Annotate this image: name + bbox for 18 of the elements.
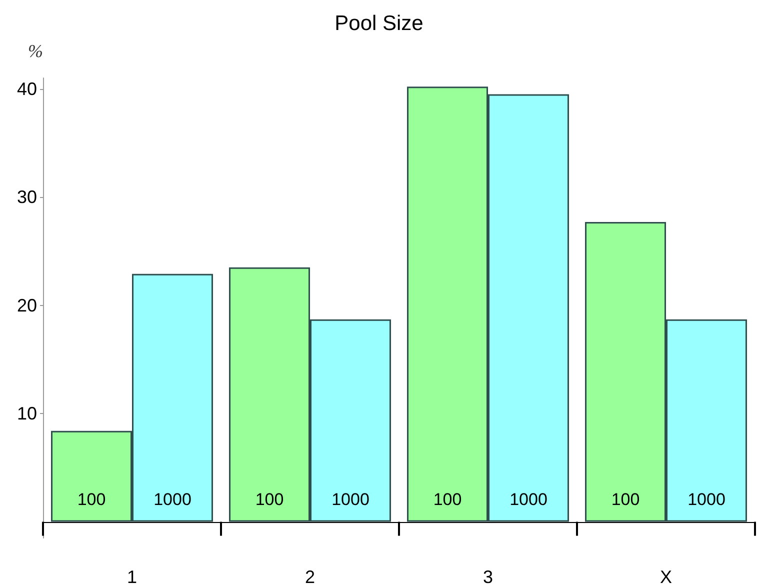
text: 1000 (688, 490, 726, 509)
y-axis-title: % (28, 41, 43, 61)
y-tick-label: 10 (16, 404, 37, 424)
series-label: 100 (77, 490, 106, 509)
x-tick-label: 1 (126, 567, 138, 586)
text: 100 (255, 490, 284, 509)
text: 100 (611, 490, 640, 509)
x-tick-label: 2 (304, 567, 316, 586)
y-tick-label: 30 (16, 187, 37, 208)
y-tick-label: 40 (16, 78, 37, 99)
y-tick-label: 20 (16, 295, 37, 316)
text: 1000 (332, 490, 370, 509)
text: 1000 (510, 490, 548, 509)
x-tick-label: 3 (482, 567, 494, 586)
x-tick-label: X (660, 567, 672, 586)
text: 100 (433, 490, 462, 509)
chart-title: Pool Size (334, 12, 424, 35)
series-label: 1000 (154, 490, 192, 509)
